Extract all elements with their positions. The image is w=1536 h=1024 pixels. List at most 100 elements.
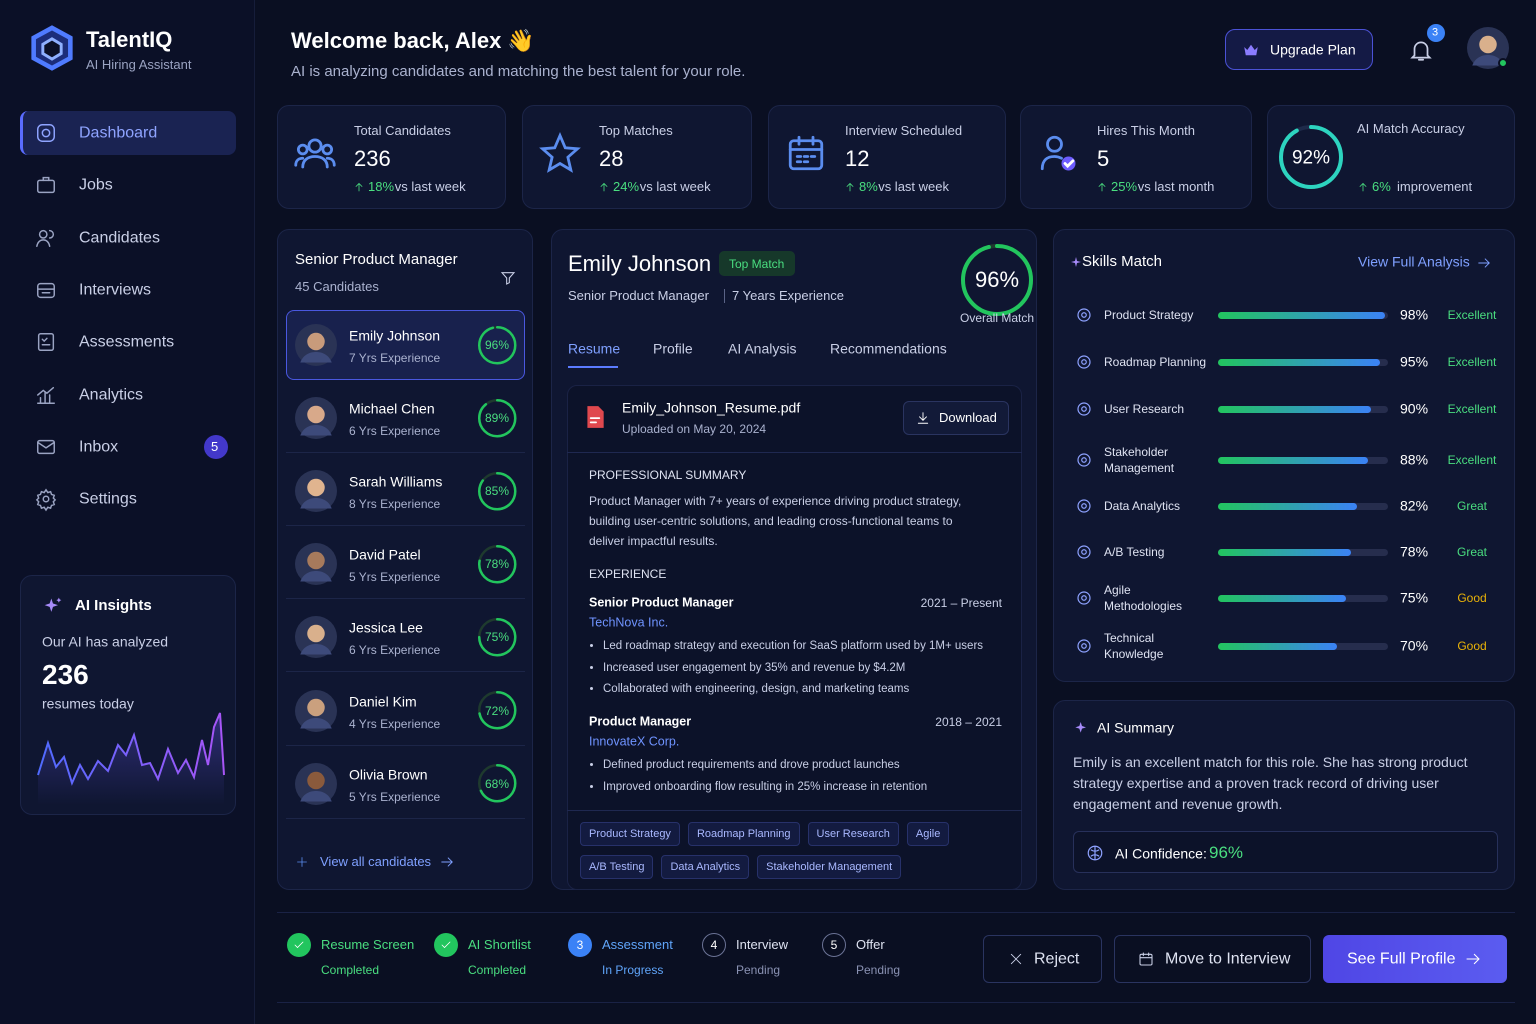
sparkle-icon: [1071, 257, 1081, 267]
match-label: 68%: [484, 776, 510, 791]
icon-part: [600, 182, 608, 192]
skill-bar: [1218, 358, 1380, 366]
top-match-badge: [719, 251, 795, 276]
upgrade-label: Upgrade Plan: [1270, 41, 1356, 58]
badge-count: 5: [211, 439, 219, 454]
candidate-experience: 6 Yrs Experience: [349, 643, 441, 658]
icon-part: [42, 495, 50, 503]
icon-part: [297, 857, 307, 867]
candidate-name: Olivia Brown: [349, 766, 428, 783]
spark-line: [37, 712, 225, 786]
candidate-row[interactable]: [286, 676, 525, 746]
tab[interactable]: Resume: [568, 340, 621, 357]
nav-icon: [37, 386, 55, 404]
skill-tag: Product Strategy: [580, 822, 680, 846]
divider: [724, 289, 725, 303]
match-ring: [477, 471, 517, 511]
icon-part: [500, 272, 516, 285]
candidate-row[interactable]: [286, 383, 525, 454]
icon-part: [300, 790, 332, 802]
page-title: Welcome back, Alex 👋: [291, 27, 535, 53]
stat-change: 6%: [1372, 179, 1391, 195]
reject-button[interactable]: [983, 935, 1102, 983]
step-name: Resume Screen: [321, 937, 415, 953]
insights-count: 236: [42, 659, 89, 691]
tab[interactable]: Recommendations: [830, 340, 947, 357]
notification-badge: [1427, 24, 1445, 42]
avatar: [295, 397, 337, 440]
arrow-up: [1359, 182, 1367, 192]
job-entry-company: InnovateX Corp.: [589, 734, 680, 749]
stat-change: 24%: [613, 179, 640, 195]
arrow-up: [355, 182, 363, 192]
tab[interactable]: AI Analysis: [728, 340, 797, 357]
skill-bar: [1218, 311, 1385, 319]
file-uploaded: Uploaded on May 20, 2024: [622, 421, 767, 436]
icon-part: [441, 857, 453, 867]
icon-part: [307, 332, 325, 351]
check-icon: [294, 941, 304, 949]
profile-label: See Full Profile: [1347, 950, 1456, 968]
reject-label: Reject: [1034, 950, 1080, 968]
job-entry-title: Senior Product Manager: [589, 595, 734, 610]
icon-part: [1077, 545, 1091, 559]
ring-arc: [477, 618, 517, 657]
bullet: Collaborated with engineering, design, a…: [603, 679, 1023, 701]
arrow-up: [600, 182, 608, 192]
candidate-row[interactable]: [286, 749, 525, 819]
skill-name: Product Strategy: [1104, 308, 1194, 322]
stat-change-text: vs last month: [1137, 179, 1215, 195]
step-circle: [822, 933, 846, 957]
step-name: Assessment: [602, 937, 673, 953]
stat-label: Top Matches: [599, 123, 673, 139]
download-label: Download: [939, 410, 997, 426]
icon-part: [41, 128, 51, 138]
candidate-row[interactable]: [286, 456, 525, 527]
brand-tagline: AI Hiring Assistant: [86, 57, 192, 73]
check-icon: [441, 941, 451, 949]
step-number: 5: [830, 937, 838, 952]
icon-part: [300, 644, 332, 655]
skill-icon: [1077, 639, 1091, 653]
bullet: Led roadmap strategy and execution for S…: [603, 636, 1023, 658]
view-all-link[interactable]: View all candidates: [320, 854, 432, 870]
bullet: Defined product requirements and drove p…: [603, 755, 1023, 777]
match-label: 85%: [484, 483, 510, 498]
icon-part: [36, 229, 55, 247]
icon-part: [1098, 182, 1106, 192]
summary-text: Emily is an excellent match for this rol…: [1073, 754, 1468, 812]
profile-experience: 7 Years Experience: [732, 288, 845, 304]
skill-tag: Stakeholder Management: [757, 855, 902, 879]
nav-label: Assessments: [79, 333, 175, 351]
match-label: 96%: [484, 337, 510, 352]
arrow-up: [846, 182, 854, 192]
skill-percent: 90%: [1400, 400, 1429, 417]
skill-rating: Excellent: [1447, 354, 1497, 369]
candidate-experience: 5 Yrs Experience: [349, 789, 441, 804]
skills-panel: [1053, 229, 1515, 682]
ring-arc: [477, 325, 517, 365]
icon-part: [300, 352, 332, 363]
insights-text: Our AI has analyzed: [42, 633, 169, 650]
icon-part: [1090, 845, 1100, 861]
candidate-row[interactable]: [286, 529, 525, 600]
icon-part: [44, 597, 62, 612]
nav-active: [20, 111, 236, 155]
icon-part: [355, 182, 363, 192]
filter-icon: [500, 272, 516, 285]
move-button[interactable]: [1114, 935, 1311, 983]
avatar: [295, 689, 337, 732]
icon-part: [788, 135, 824, 164]
stat-change-text: vs last week: [394, 179, 466, 195]
tab[interactable]: Profile: [653, 340, 693, 357]
view-analysis-link[interactable]: View Full Analysis: [1358, 253, 1470, 270]
x-icon: [1010, 953, 1022, 965]
candidate-row[interactable]: [286, 602, 525, 673]
icon-part: [1077, 402, 1091, 416]
separator: [567, 452, 1022, 453]
icon-part: [1081, 457, 1087, 463]
stat-card: [1267, 105, 1515, 209]
separator: [277, 1002, 1515, 1003]
skill-tag: Agile: [906, 822, 950, 846]
avatar: [295, 324, 337, 366]
